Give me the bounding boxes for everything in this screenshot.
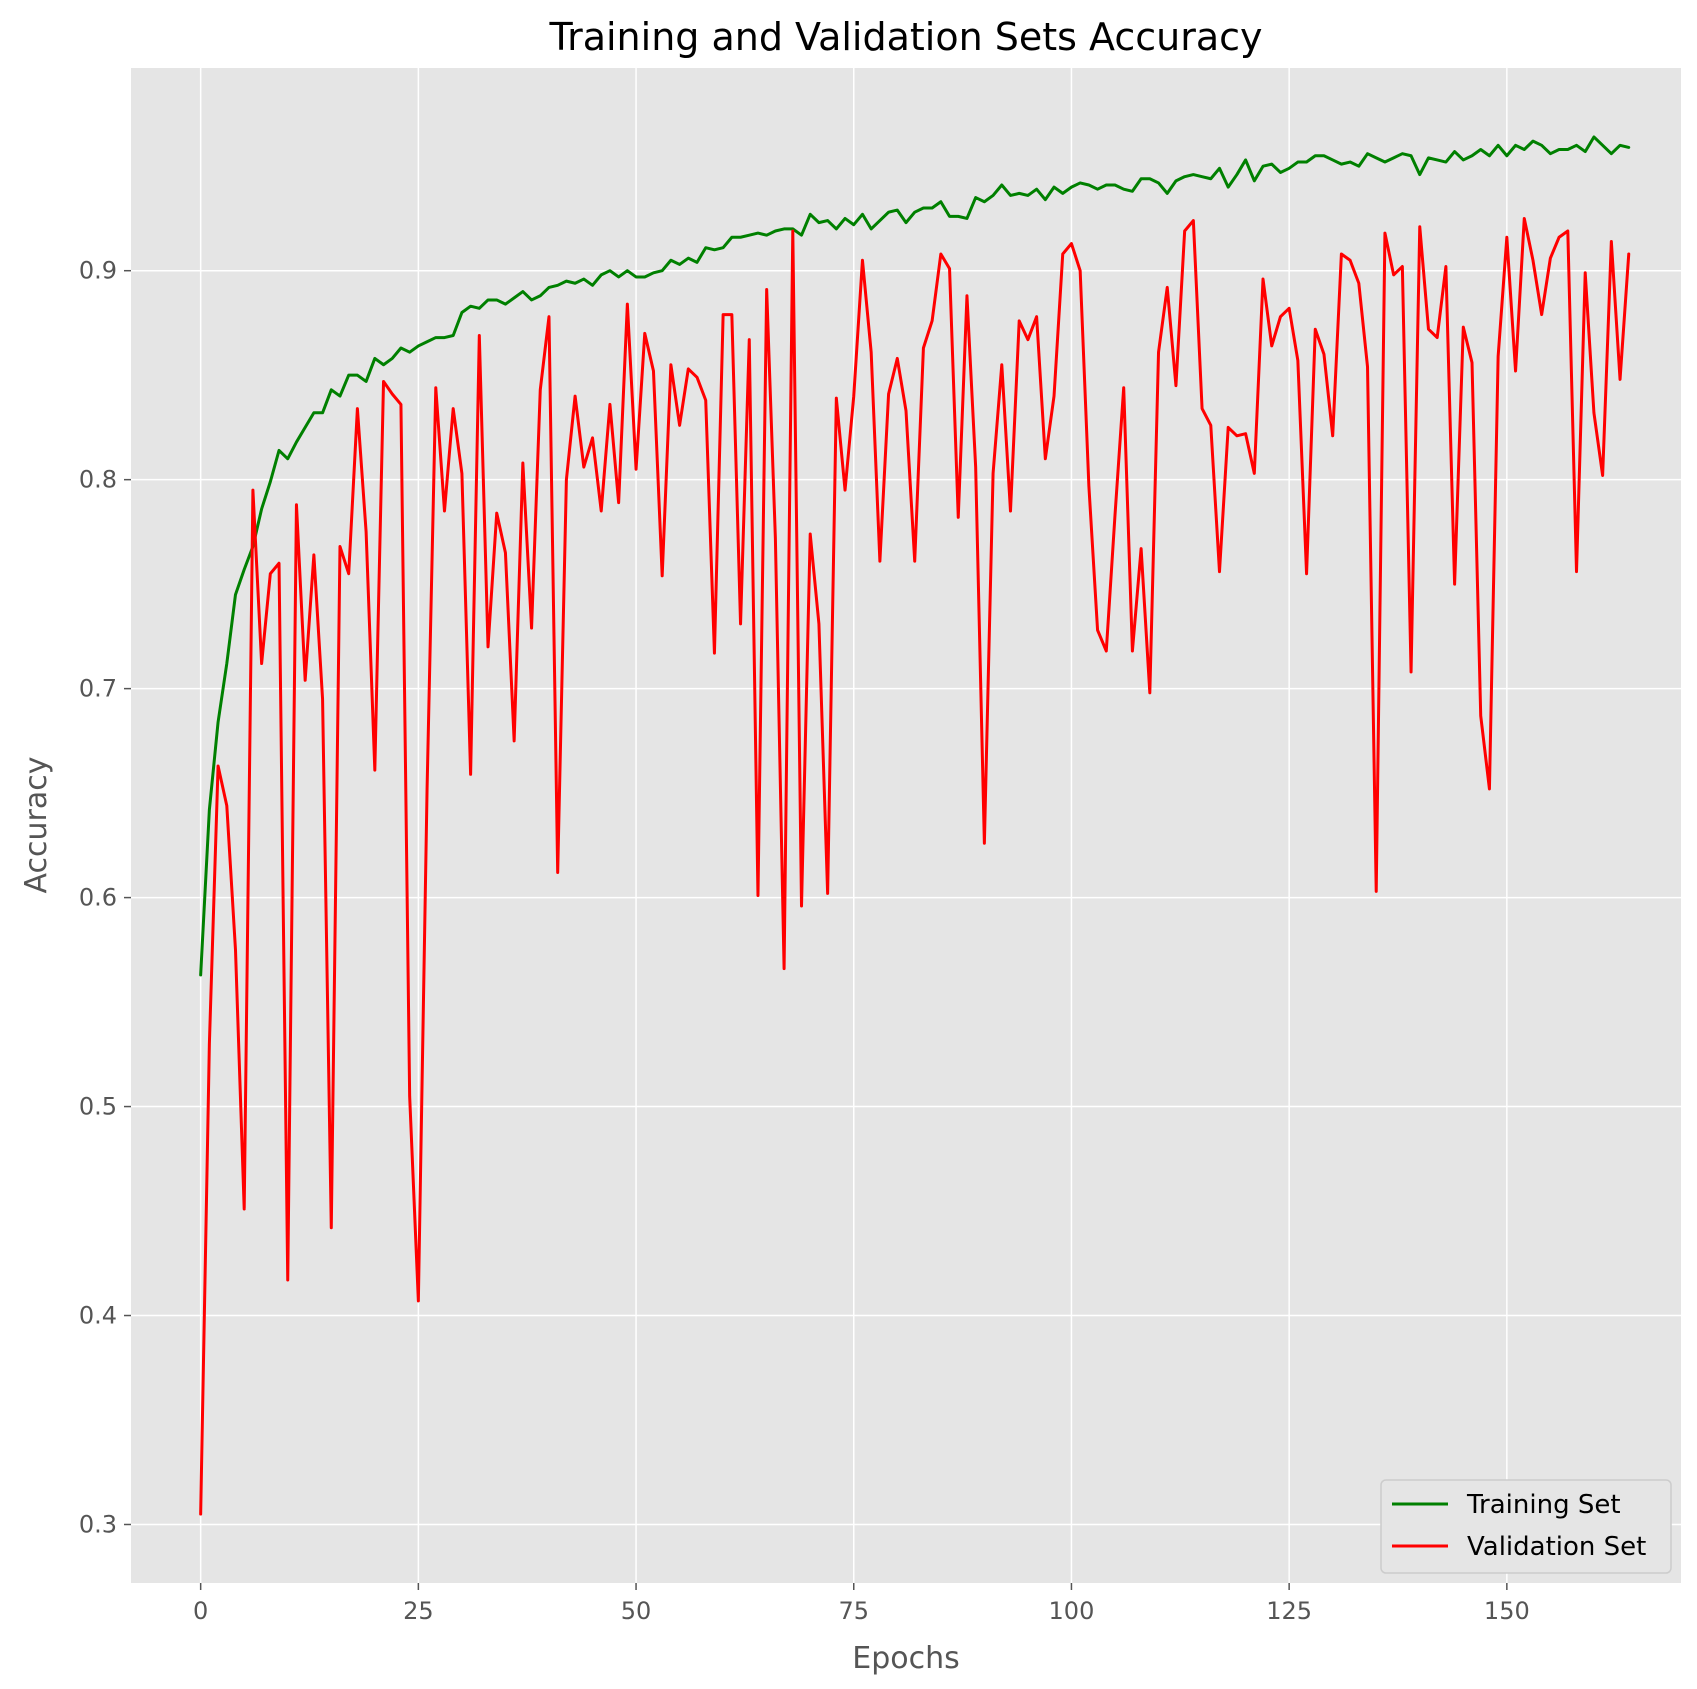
- x-tick-label: 0: [193, 1597, 208, 1625]
- y-tick-label: 0.9: [79, 257, 117, 285]
- y-tick-label: 0.5: [79, 1093, 117, 1121]
- x-tick-label: 75: [838, 1597, 869, 1625]
- validation-series-line: [199, 216, 1631, 1516]
- legend: Training Set Validation Set: [1380, 1479, 1672, 1574]
- x-axis-label: Epochs: [852, 1641, 960, 1676]
- legend-label-validation: Validation Set: [1467, 1532, 1646, 1562]
- x-axis-ticks: 0 25 50 75 100 125 150: [193, 1583, 1530, 1625]
- x-tick-label: 125: [1266, 1597, 1312, 1625]
- x-tick-label: 25: [403, 1597, 434, 1625]
- y-tick-label: 0.7: [79, 675, 117, 703]
- y-tick-label: 0.6: [79, 884, 117, 912]
- legend-box: [1380, 1479, 1672, 1574]
- training-series-line: [199, 135, 1631, 977]
- x-tick-label: 100: [1049, 1597, 1095, 1625]
- chart-title: Training and Validation Sets Accuracy: [548, 15, 1262, 59]
- x-tick-label: 150: [1484, 1597, 1530, 1625]
- plot-background: [131, 68, 1681, 1583]
- y-axis-label: Accuracy: [19, 757, 54, 894]
- y-tick-label: 0.3: [79, 1510, 117, 1538]
- legend-label-training: Training Set: [1466, 1490, 1621, 1520]
- y-tick-label: 0.8: [79, 466, 117, 494]
- x-tick-label: 50: [621, 1597, 652, 1625]
- y-tick-label: 0.4: [79, 1302, 117, 1330]
- series-lines: [199, 135, 1631, 1516]
- y-axis-ticks: 0.3 0.4 0.5 0.6 0.7 0.8 0.9: [79, 257, 131, 1538]
